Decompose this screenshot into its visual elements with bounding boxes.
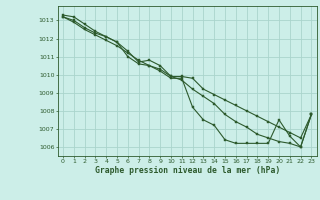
X-axis label: Graphe pression niveau de la mer (hPa): Graphe pression niveau de la mer (hPa) xyxy=(95,166,280,175)
